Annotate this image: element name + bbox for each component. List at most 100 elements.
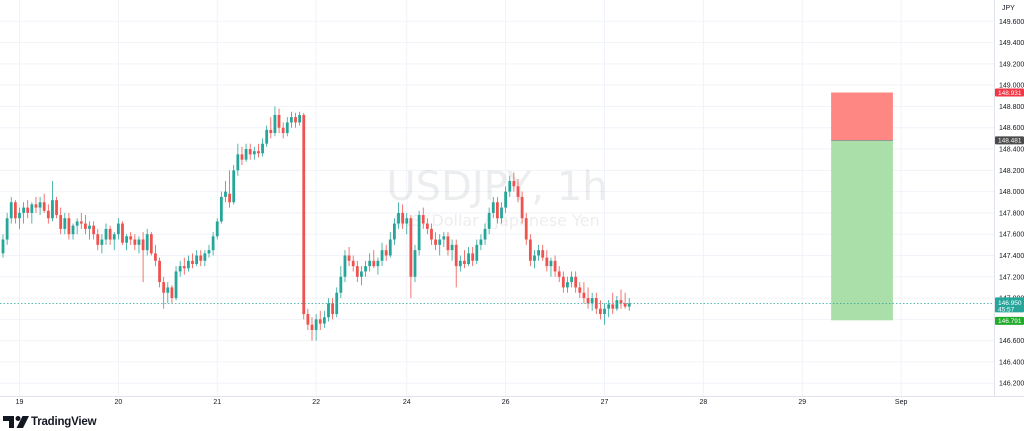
candle — [236, 143, 240, 176]
candle — [162, 276, 166, 309]
short-position-tool[interactable] — [831, 92, 893, 321]
candle-body — [75, 221, 79, 226]
candle — [257, 143, 260, 158]
candle-body — [388, 239, 392, 256]
candle — [442, 232, 446, 247]
candle-body — [384, 250, 388, 256]
candle-body — [277, 114, 281, 128]
candle-body — [211, 236, 215, 251]
candle-body — [450, 244, 454, 251]
candle — [574, 271, 578, 293]
candle-body — [195, 255, 199, 264]
candle-body — [273, 114, 277, 134]
candle-body — [22, 207, 25, 213]
candle-body — [570, 276, 573, 283]
candle — [335, 287, 339, 318]
candle-body — [533, 255, 536, 261]
candle — [619, 289, 623, 309]
target-price-tag-text: 146.791 — [998, 318, 1022, 325]
y-tick-label: 149.200 — [999, 61, 1024, 68]
candle — [18, 207, 21, 229]
candle — [450, 239, 454, 261]
candle — [603, 303, 606, 325]
candle-body — [331, 303, 334, 315]
candle-body — [203, 253, 207, 261]
candle-body — [9, 202, 13, 219]
y-tick-label: 147.600 — [999, 232, 1024, 239]
candle-body — [528, 239, 532, 261]
candle-body — [343, 255, 347, 277]
candle — [51, 180, 54, 222]
candle-body — [306, 314, 310, 325]
y-tick-label: 146.400 — [999, 359, 1024, 366]
price-axis[interactable]: JPY 146.200146.400146.600146.800147.0001… — [994, 0, 1024, 396]
candle — [491, 196, 495, 219]
x-tick-label: Sep — [895, 399, 908, 406]
candle — [541, 244, 545, 261]
y-tick-label: 148.800 — [999, 104, 1024, 111]
candle-body — [1, 239, 5, 254]
candle-body — [18, 212, 21, 219]
y-tick-label: 148.600 — [999, 125, 1024, 132]
candle — [483, 223, 487, 245]
candle — [479, 234, 483, 251]
candle — [187, 255, 190, 272]
candle — [145, 228, 149, 256]
candle-body — [236, 154, 240, 171]
candle-body — [224, 191, 227, 197]
candle-body — [191, 260, 194, 264]
candle — [331, 298, 334, 320]
candle-body — [137, 239, 141, 245]
candle-body — [619, 300, 623, 304]
x-tick-label: 20 — [114, 399, 122, 406]
candle — [34, 196, 38, 213]
candle-body — [121, 223, 124, 243]
candle-body — [174, 271, 178, 299]
candle — [314, 314, 318, 341]
candle — [347, 246, 351, 267]
candle — [84, 215, 87, 235]
candle — [438, 234, 442, 256]
candle — [294, 112, 297, 128]
candle — [158, 257, 161, 288]
x-tick-label: 29 — [798, 399, 806, 406]
candle — [67, 212, 71, 240]
candle-body — [133, 239, 137, 245]
tradingview-brand: TradingView — [31, 416, 97, 428]
tradingview-logo[interactable]: TradingView — [3, 415, 97, 429]
footer: TradingView — [0, 413, 1024, 431]
candle — [355, 260, 359, 283]
x-tick-label: 26 — [502, 399, 510, 406]
candle-body — [516, 186, 520, 197]
candle — [351, 255, 355, 272]
tradingview-logo-icon — [3, 416, 29, 428]
candle — [290, 111, 293, 128]
candle — [376, 257, 380, 275]
candle — [88, 221, 91, 240]
candle-body — [603, 308, 606, 315]
candle-body — [421, 215, 425, 224]
candle-body — [162, 282, 166, 293]
candle-body — [141, 239, 145, 251]
candle-body — [34, 204, 38, 208]
candle — [454, 239, 458, 288]
candle-body — [541, 250, 545, 258]
candle — [524, 212, 528, 245]
candle-body — [154, 253, 157, 261]
candle — [397, 202, 400, 229]
candle-body — [112, 234, 116, 240]
candle-body — [252, 151, 256, 155]
time-axis[interactable]: 19 20 21 22 24 26 27 28 29 Sep — [0, 396, 1024, 407]
candle — [590, 292, 594, 311]
candle — [586, 287, 590, 309]
price-chart[interactable]: USDJPY, 1h U.S. Dollar / Japanese Yen JP… — [0, 0, 1024, 413]
candle-body — [458, 260, 462, 267]
candle — [360, 266, 363, 286]
candle — [425, 218, 429, 235]
candle-body — [566, 282, 569, 288]
candle-body — [537, 250, 540, 256]
candle — [409, 215, 413, 299]
candle — [364, 260, 367, 277]
candle-body — [84, 223, 87, 229]
candle — [504, 186, 508, 213]
